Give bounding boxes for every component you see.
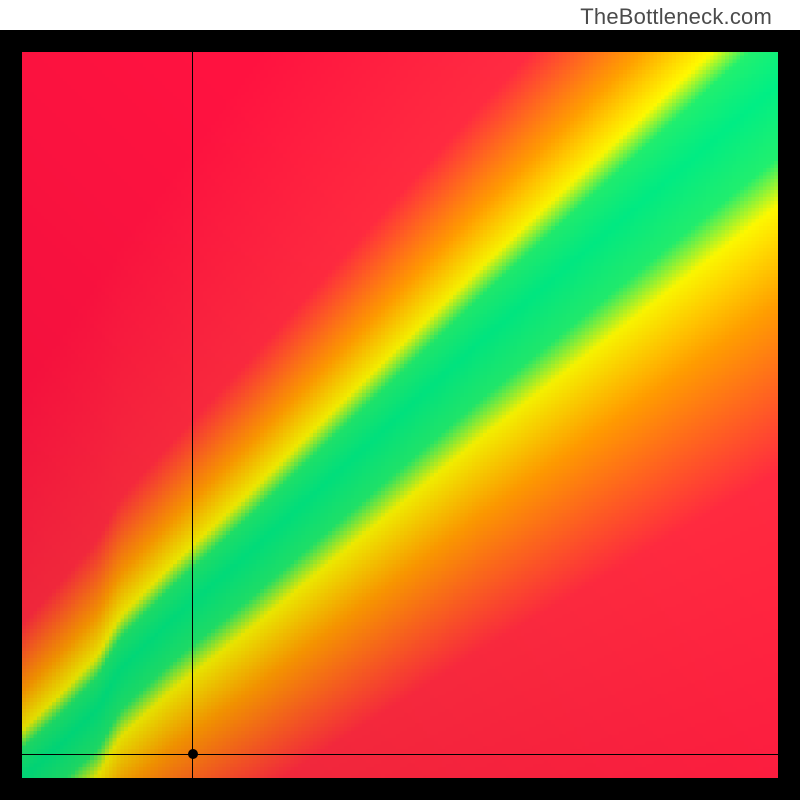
crosshair-horizontal-line: [22, 754, 778, 755]
crosshair-dot: [188, 749, 198, 759]
watermark-text: TheBottleneck.com: [580, 4, 772, 30]
heatmap-canvas: [22, 52, 778, 778]
crosshair-vertical-line: [192, 52, 193, 778]
heatmap-plot: [22, 52, 778, 778]
